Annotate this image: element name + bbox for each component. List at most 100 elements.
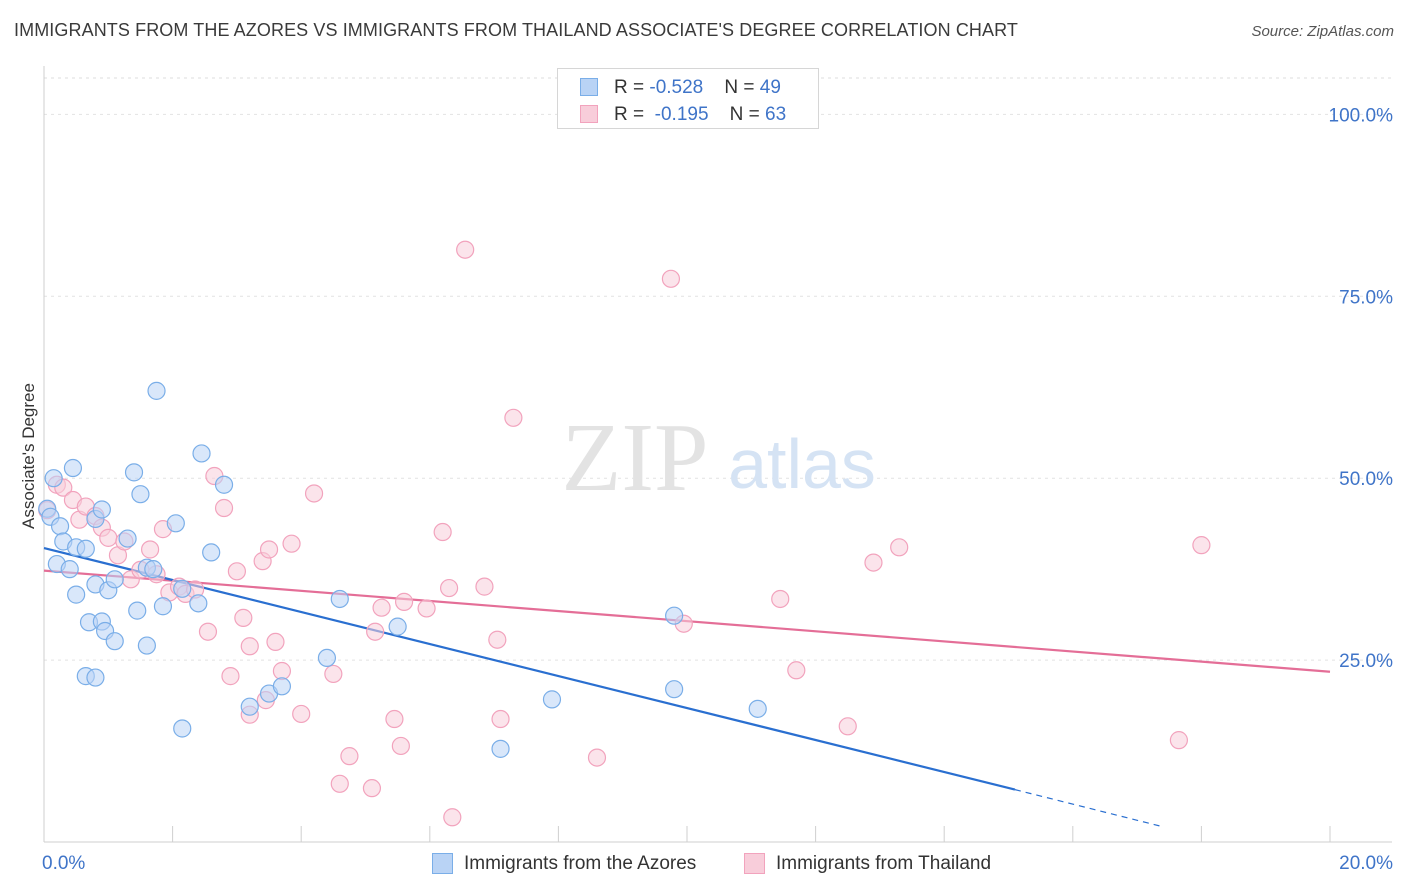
point-azores [128, 601, 147, 620]
gridlines [44, 77, 1392, 661]
y-tick-label: 75.0% [1339, 287, 1393, 308]
point-azores [144, 560, 163, 579]
legend-n-label: N = [724, 77, 760, 98]
legend-swatch-azores [580, 78, 598, 96]
point-azores [542, 690, 562, 709]
point-thailand [890, 538, 909, 557]
legend-r-value-thailand: -0.195 [654, 104, 709, 125]
point-azores [240, 697, 259, 716]
point-azores [153, 597, 173, 616]
point-thailand [433, 522, 452, 542]
point-azores [63, 458, 83, 478]
point-thailand [259, 540, 279, 559]
legend-r-label: R = [614, 77, 650, 98]
point-thailand [227, 562, 246, 581]
point-azores [92, 500, 111, 519]
series-swatch-azores [432, 853, 453, 874]
chart-title: IMMIGRANTS FROM THE AZORES VS IMMIGRANTS… [14, 20, 1018, 40]
point-azores [748, 699, 767, 718]
watermark-atlas: atlas [728, 425, 876, 503]
point-azores [272, 677, 292, 696]
legend-n-label: N = [729, 104, 766, 125]
watermark: ZIP atlas [562, 404, 876, 512]
point-thailand [198, 622, 218, 641]
point-thailand [1192, 536, 1211, 555]
point-thailand [443, 808, 462, 827]
legend-n-value-thailand: 63 [765, 104, 787, 125]
point-azores [50, 517, 70, 536]
point-azores [317, 648, 337, 668]
point-thailand [587, 748, 607, 767]
point-thailand [304, 484, 324, 503]
point-azores [202, 543, 221, 562]
point-thailand [771, 589, 790, 609]
point-thailand [385, 709, 404, 729]
point-azores [166, 514, 185, 533]
point-azores [76, 539, 95, 558]
point-azores [173, 579, 192, 598]
point-thailand [292, 704, 311, 724]
point-thailand [456, 240, 475, 259]
point-azores [44, 469, 63, 488]
point-thailand [391, 736, 410, 756]
point-thailand [504, 408, 523, 427]
point-azores [60, 560, 79, 579]
legend-n-value-azores: 49 [759, 77, 781, 98]
point-thailand [266, 632, 285, 652]
y-axis-label: Associate's Degree [19, 383, 38, 529]
point-azores [330, 589, 349, 609]
point-thailand [272, 661, 292, 681]
point-thailand [221, 667, 240, 686]
y-tick-label: 50.0% [1339, 469, 1393, 490]
x-tick-label: 0.0% [42, 853, 85, 874]
point-azores [118, 529, 137, 548]
axes [43, 66, 1392, 843]
point-thailand [282, 534, 301, 553]
point-thailand [340, 747, 359, 766]
point-azores [86, 668, 105, 687]
point-thailand [488, 630, 507, 649]
y-tick-label: 100.0% [1329, 105, 1394, 126]
legend-r-label: R = [614, 104, 650, 125]
series-label-azores: Immigrants from the Azores [464, 853, 697, 874]
point-thailand [394, 592, 414, 611]
point-thailand [787, 661, 806, 680]
point-thailand [491, 709, 510, 729]
x-tick-label: 20.0% [1339, 853, 1393, 874]
point-thailand [864, 553, 883, 572]
point-azores [665, 680, 684, 699]
point-thailand [838, 717, 857, 736]
point-thailand [140, 540, 160, 559]
source-label: Source: ZipAtlas.com [1251, 23, 1394, 40]
legend-r-value-azores: -0.528 [649, 77, 704, 98]
point-thailand [417, 599, 436, 618]
point-thailand [475, 577, 494, 596]
point-thailand [366, 622, 385, 641]
point-thailand [372, 598, 391, 617]
point-azores [67, 585, 86, 604]
point-thailand [1169, 731, 1188, 750]
trend-line-azores-extrapolated [1014, 789, 1163, 828]
point-azores [131, 485, 150, 504]
y-tick-label: 25.0% [1339, 651, 1393, 672]
point-azores [105, 632, 124, 651]
point-thailand [330, 774, 349, 793]
point-thailand [234, 608, 253, 627]
tick-labels: 25.0% 50.0% 75.0% 100.0% 0.0% 20.0% [42, 105, 1393, 874]
point-thailand [324, 664, 343, 684]
point-azores [105, 570, 124, 589]
point-azores [147, 381, 166, 400]
point-thailand [214, 498, 234, 518]
point-thailand [362, 779, 382, 798]
point-thailand [99, 528, 118, 547]
point-azores [192, 444, 211, 463]
trend-lines [43, 546, 1331, 828]
series-swatch-thailand [744, 853, 765, 874]
trend-line-azores [43, 546, 1016, 791]
point-azores [137, 636, 156, 655]
watermark-zip: ZIP [562, 404, 709, 512]
data-points [38, 240, 1211, 827]
legend-swatch-thailand [580, 105, 598, 123]
point-thailand [240, 637, 259, 656]
